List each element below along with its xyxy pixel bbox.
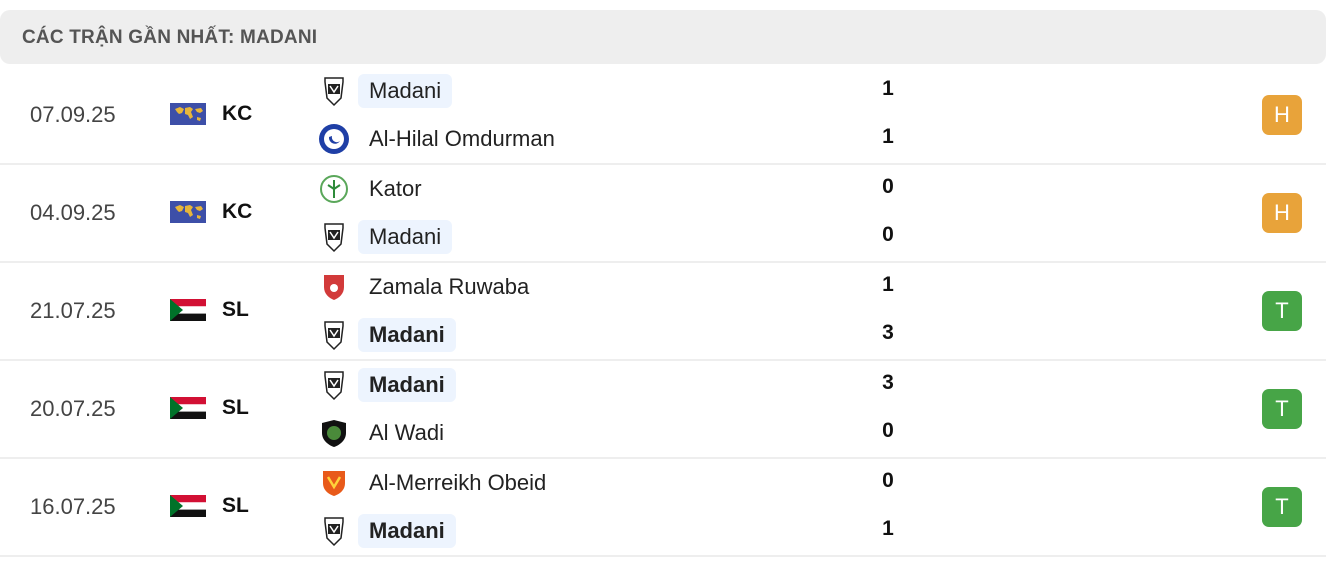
away-team: Al-Hilal Omdurman 1 xyxy=(316,119,916,159)
section-title: CÁC TRẬN GẦN NHẤT: MADANI xyxy=(22,27,318,48)
match-date: 20.07.25 xyxy=(30,396,116,421)
team-name[interactable]: Al-Hilal Omdurman xyxy=(369,126,555,151)
team-name[interactable]: Madani xyxy=(358,368,456,402)
team-score: 1 xyxy=(882,77,894,100)
competition-code[interactable]: SL xyxy=(222,494,249,517)
team-name[interactable]: Madani xyxy=(358,514,456,548)
home-team: Al-Merreikh Obeid 0 xyxy=(316,463,916,503)
madani-crest-icon xyxy=(318,515,350,547)
result-badge: T xyxy=(1262,291,1302,331)
team-name[interactable]: Zamala Ruwaba xyxy=(369,274,530,299)
away-team: Madani 1 xyxy=(316,511,916,551)
team-score: 0 xyxy=(882,223,894,246)
madani-crest-icon xyxy=(318,75,350,107)
world-flag-icon xyxy=(170,103,206,125)
team-name[interactable]: Al Wadi xyxy=(369,420,444,445)
away-team: Madani 0 xyxy=(316,217,916,257)
madani-crest-icon xyxy=(318,369,350,401)
sudan-flag-icon xyxy=(170,495,206,517)
home-team: Madani 1 xyxy=(316,71,916,111)
result-badge: T xyxy=(1262,487,1302,527)
al-wadi-crest-icon xyxy=(318,417,350,449)
madani-crest-icon xyxy=(318,221,350,253)
zamala-crest-icon xyxy=(318,271,350,303)
result-badge: T xyxy=(1262,389,1302,429)
team-score: 3 xyxy=(882,371,894,394)
match-date: 21.07.25 xyxy=(30,298,116,323)
match-date: 16.07.25 xyxy=(30,494,116,519)
team-score: 0 xyxy=(882,469,894,492)
competition-code[interactable]: SL xyxy=(222,396,249,419)
madani-crest-icon xyxy=(318,319,350,351)
team-name[interactable]: Al-Merreikh Obeid xyxy=(369,470,547,495)
match-row[interactable]: 07.09.25 KC Madani 1 Al-Hilal Omdurman 1… xyxy=(0,66,1326,165)
competition-code[interactable]: KC xyxy=(222,200,253,223)
world-flag-icon xyxy=(170,201,206,223)
match-date: 04.09.25 xyxy=(30,200,116,225)
team-score: 1 xyxy=(882,517,894,540)
away-team: Madani 3 xyxy=(316,315,916,355)
home-team: Zamala Ruwaba 1 xyxy=(316,267,916,307)
match-row[interactable]: 04.09.25 KC Kator 0 Madani 0 H xyxy=(0,164,1326,263)
team-score: 1 xyxy=(882,273,894,296)
match-row[interactable]: 20.07.25 SL Madani 3 Al Wadi 0 T xyxy=(0,360,1326,459)
team-score: 0 xyxy=(882,175,894,198)
home-team: Kator 0 xyxy=(316,169,916,209)
result-badge: H xyxy=(1262,95,1302,135)
section-header: CÁC TRẬN GẦN NHẤT: MADANI xyxy=(0,10,1326,64)
result-badge: H xyxy=(1262,193,1302,233)
match-row[interactable]: 16.07.25 SL Al-Merreikh Obeid 0 Madani 1… xyxy=(0,458,1326,557)
sudan-flag-icon xyxy=(170,299,206,321)
team-score: 3 xyxy=(882,321,894,344)
competition-code[interactable]: KC xyxy=(222,102,253,125)
al-hilal-crest-icon xyxy=(318,123,350,155)
home-team: Madani 3 xyxy=(316,365,916,405)
merreikh-crest-icon xyxy=(318,467,350,499)
team-score: 1 xyxy=(882,125,894,148)
team-name[interactable]: Madani xyxy=(358,220,453,254)
match-row[interactable]: 21.07.25 SL Zamala Ruwaba 1 Madani 3 T xyxy=(0,262,1326,361)
team-name[interactable]: Madani xyxy=(358,318,456,352)
team-name[interactable]: Madani xyxy=(358,74,453,108)
team-score: 0 xyxy=(882,419,894,442)
sudan-flag-icon xyxy=(170,397,206,419)
team-name[interactable]: Kator xyxy=(369,176,422,201)
match-date: 07.09.25 xyxy=(30,102,116,127)
kator-crest-icon xyxy=(318,173,350,205)
competition-code[interactable]: SL xyxy=(222,298,249,321)
away-team: Al Wadi 0 xyxy=(316,413,916,453)
